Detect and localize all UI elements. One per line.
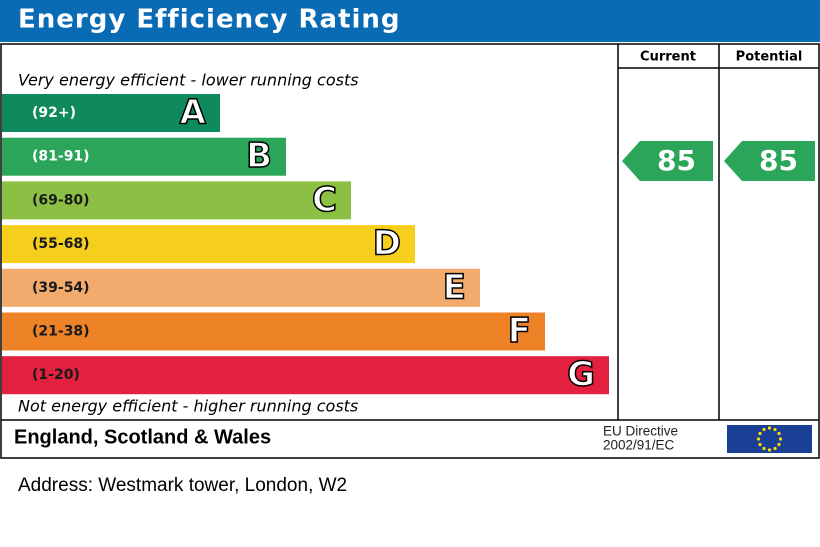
directive: EU Directive bbox=[603, 424, 678, 439]
column-header: Current bbox=[640, 50, 696, 65]
band-range: (55-68) bbox=[32, 236, 90, 252]
band-letter: E bbox=[443, 267, 466, 307]
band-range: (21-38) bbox=[32, 324, 90, 340]
band-range: (81-91) bbox=[32, 149, 90, 165]
eu-star bbox=[762, 446, 766, 451]
band-range: (39-54) bbox=[32, 280, 90, 296]
band-bar bbox=[2, 137, 286, 176]
band-range: (1-20) bbox=[32, 367, 80, 383]
title-bar bbox=[0, 0, 820, 42]
eu-star bbox=[756, 437, 761, 441]
region: England, Scotland & Wales bbox=[14, 426, 271, 448]
eu-star bbox=[758, 442, 762, 447]
band-bar bbox=[2, 356, 609, 395]
eu-star bbox=[767, 448, 772, 452]
band-letter: F bbox=[508, 311, 531, 351]
eu-star bbox=[767, 426, 772, 430]
band-letter: G bbox=[567, 355, 595, 395]
eu-stars bbox=[756, 426, 783, 452]
frame bbox=[0, 43, 820, 459]
bottom-note: Not energy efficient - higher running co… bbox=[18, 397, 358, 416]
eu-star bbox=[773, 427, 777, 432]
band-bar bbox=[2, 225, 415, 264]
band-bar bbox=[2, 268, 480, 307]
rating-arrow bbox=[724, 141, 815, 181]
band-bar bbox=[2, 312, 545, 351]
title: Energy Efficiency Rating bbox=[18, 5, 401, 35]
rating-arrow bbox=[622, 141, 713, 181]
band-letter: B bbox=[246, 136, 272, 176]
eu-flag bbox=[727, 425, 812, 453]
band-range: (92+) bbox=[32, 105, 76, 121]
eu-star bbox=[773, 446, 777, 451]
top-note: Very energy efficient - lower running co… bbox=[18, 71, 359, 90]
eu-star bbox=[758, 431, 762, 436]
eu-star bbox=[762, 427, 766, 432]
column-header: Potential bbox=[736, 50, 803, 65]
band-range: (69-80) bbox=[32, 192, 90, 208]
eu-star bbox=[778, 437, 783, 441]
directive: 2002/91/EC bbox=[603, 438, 675, 453]
rating-value: 85 bbox=[759, 144, 798, 177]
band-letter: A bbox=[180, 93, 207, 133]
band-bar bbox=[2, 181, 351, 220]
rating-value: 85 bbox=[657, 144, 696, 177]
band-letter: D bbox=[373, 224, 401, 264]
band-bar bbox=[2, 94, 220, 132]
eu-star bbox=[777, 442, 781, 447]
address: Address: Westmark tower, London, W2 bbox=[18, 475, 347, 496]
eu-star bbox=[777, 431, 781, 436]
band-letter: C bbox=[312, 180, 337, 220]
